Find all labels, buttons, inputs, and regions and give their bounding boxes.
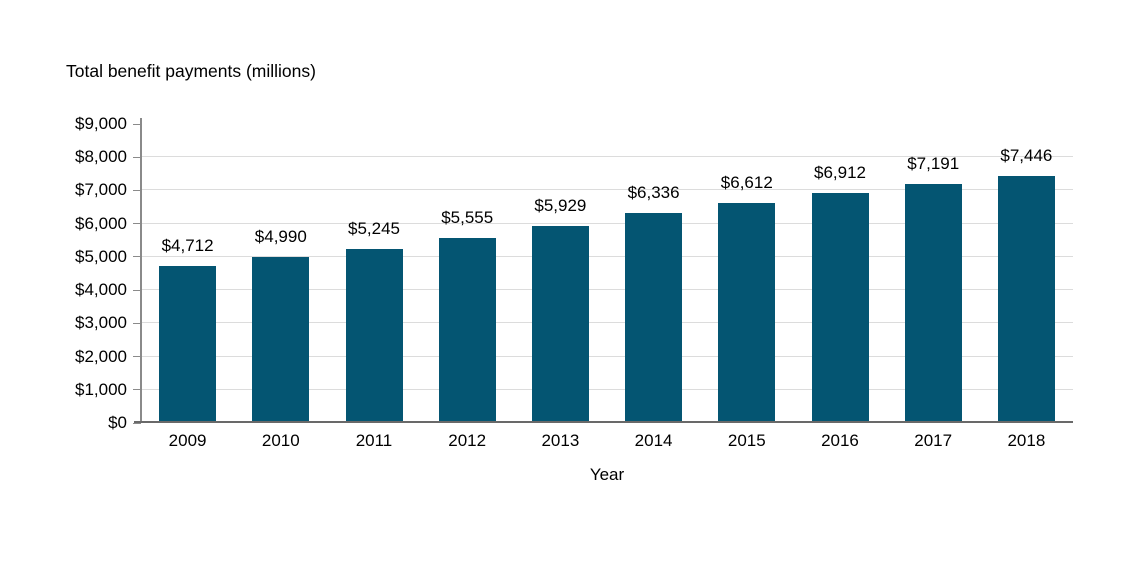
bar-value-label: $6,912 (813, 163, 866, 183)
bar-2015 (718, 203, 776, 423)
x-tick-label: 2010 (261, 431, 300, 450)
y-tick (133, 322, 141, 324)
gridline (141, 289, 1073, 291)
x-tick-label: 2016 (821, 431, 859, 450)
y-tick (133, 156, 141, 158)
y-tick (133, 123, 141, 125)
y-axis-line (140, 118, 142, 423)
bar-2012 (438, 238, 496, 423)
y-tick-label: $8,000 (75, 147, 127, 167)
y-tick-label: $3,000 (75, 313, 127, 333)
bar-value-label: $4,712 (161, 236, 214, 256)
bar-2009 (159, 266, 217, 423)
y-tick-label: $5,000 (75, 246, 127, 266)
gridlines (141, 124, 1073, 423)
bar-value-label: $5,245 (347, 218, 400, 238)
y-tick-label: $7,000 (75, 180, 127, 200)
bar-value-label: $4,990 (254, 227, 307, 247)
bar-value-label: $5,555 (441, 208, 494, 228)
y-tick (133, 223, 141, 225)
y-tick-label: $1,000 (75, 379, 127, 399)
x-tick-label: 2012 (448, 431, 487, 450)
y-tick (133, 356, 141, 358)
y-tick-label: $0 (108, 413, 127, 432)
bar-2014 (625, 212, 683, 423)
bar-value-labels: $4,712 $4,990 $5,245 $5,555 $5,929 $6,336 $6,6… (141, 124, 1073, 423)
chart-title: Total benefit payments (millions) (66, 61, 316, 81)
gridline (141, 355, 1073, 357)
gridline (141, 255, 1073, 257)
bar-2018 (997, 175, 1055, 423)
bar-2016 (811, 193, 869, 423)
y-tick-label: $6,000 (75, 213, 127, 233)
gridline (141, 322, 1073, 324)
gridline (141, 222, 1073, 224)
bar-value-label: $6,336 (627, 182, 680, 202)
x-tick-label: 2009 (168, 431, 207, 450)
y-tick (133, 189, 141, 191)
x-axis-title: Year (589, 465, 625, 484)
x-tick-label: 2015 (727, 431, 766, 450)
gridline (141, 388, 1073, 390)
x-tick-label: 2014 (634, 431, 673, 450)
y-tick (133, 256, 141, 258)
bar-2010 (252, 257, 310, 423)
bar-2017 (904, 184, 962, 423)
gridline (141, 189, 1073, 191)
bar-value-label: $7,446 (1000, 145, 1053, 165)
x-tick-label: 2013 (541, 431, 580, 450)
bar-value-label: $5,929 (534, 196, 587, 216)
y-tick-label: $2,000 (75, 346, 127, 366)
y-tick (133, 289, 141, 291)
plot-area: $4,712 $4,990 $5,245 $5,555 $5,929 $6,336 $6,6… (141, 124, 1073, 423)
bar-2013 (531, 226, 589, 423)
bar-value-label: $6,612 (720, 173, 773, 193)
x-axis-line (134, 421, 1073, 423)
x-tick-label: 2018 (1007, 431, 1046, 450)
bars (141, 124, 1073, 423)
x-tick-label: 2011 (355, 431, 393, 450)
x-tick-label: 2017 (914, 431, 953, 450)
y-tick-label: $9,000 (75, 114, 127, 133)
y-tick (133, 389, 141, 391)
y-tick-label: $4,000 (75, 280, 127, 300)
y-tick (133, 422, 141, 424)
bar-2011 (345, 248, 403, 423)
gridline (141, 156, 1073, 158)
bar-value-label: $7,191 (907, 154, 960, 174)
